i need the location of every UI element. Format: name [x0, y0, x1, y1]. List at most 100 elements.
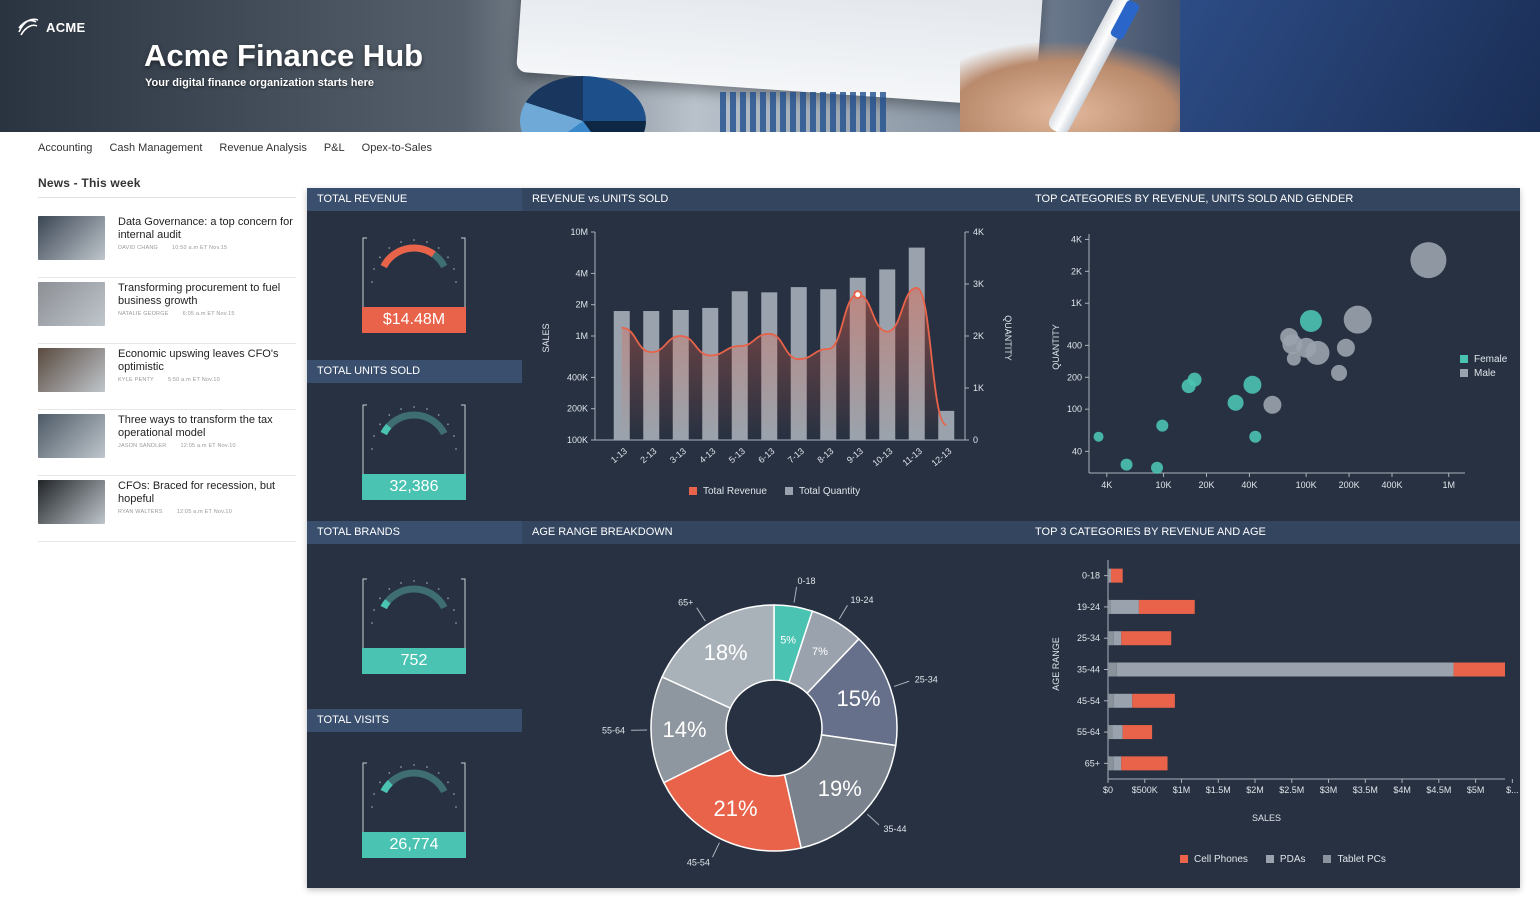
acme-logo[interactable]: ACME	[16, 16, 85, 38]
x-tick-label: 6-13	[756, 446, 776, 465]
legend-swatch	[1323, 855, 1332, 863]
y-tick-label: 45-54	[1077, 696, 1100, 706]
nav-item-pl[interactable]: P&L	[323, 142, 345, 154]
kpi-visits-header: TOTAL VISITS	[307, 709, 522, 732]
y-tick-label: 1M	[575, 331, 588, 341]
female-bubble	[1187, 372, 1202, 387]
legend-female[interactable]: Female	[1460, 354, 1507, 365]
news-headline[interactable]: Economic upswing leaves CFO's optimistic	[118, 348, 279, 373]
x-tick-label: $3M	[1320, 785, 1338, 795]
legend-tablet-pcs[interactable]: Tablet PCs	[1323, 854, 1386, 865]
revenue-units-chart: 10M 4M 2M 1M 400K 200K 100K 4K 3K 2K 1K 0 SALES QUANT…	[541, 227, 1013, 468]
legend-total-quantity[interactable]: Total Quantity	[784, 486, 861, 497]
nav-item-opex-to-sales[interactable]: Opex-to-Sales	[361, 142, 432, 154]
gauge-tick	[437, 414, 440, 416]
news-list: Data Governance: a top concern for inter…	[38, 212, 296, 542]
y-tick-label: 400K	[567, 372, 588, 382]
news-headline[interactable]: Data Governance: a top concern for inter…	[118, 216, 293, 241]
female-bubble	[1156, 419, 1169, 432]
female-bubble	[1151, 461, 1164, 474]
y2-tick-label: 1K	[973, 383, 984, 393]
x-tick-label: 4-13	[697, 446, 717, 465]
male-bubble	[1336, 338, 1355, 357]
news-thumbnail[interactable]	[38, 480, 105, 524]
news-item[interactable]: CFOs: Braced for recession, but hopeful R…	[38, 476, 296, 542]
news-time: 5:50 a.m ET Nov.10	[167, 377, 220, 383]
gauge-tick	[437, 588, 440, 590]
news-item[interactable]: Three ways to transform the tax operatio…	[38, 410, 296, 476]
gauge-tick	[373, 435, 375, 437]
legend-swatch	[1180, 855, 1188, 863]
y-axis-label: SALES	[541, 323, 551, 352]
news-thumbnail[interactable]	[38, 216, 105, 260]
slice-percent-label: 18%	[704, 640, 748, 665]
gauge-tick	[426, 408, 428, 410]
news-item[interactable]: Economic upswing leaves CFO's optimistic…	[38, 344, 296, 410]
news-item[interactable]: Transforming procurement to fuel busines…	[38, 278, 296, 344]
y-tick-label: 55-64	[1077, 727, 1100, 737]
kpi-brands-header: TOTAL BRANDS	[307, 521, 522, 544]
nav-item-cash-management[interactable]: Cash Management	[109, 142, 203, 154]
stacked-bar-segment	[1108, 756, 1114, 771]
slice-label: 45-54	[687, 858, 710, 868]
gauge-tick	[400, 241, 402, 243]
legend-male[interactable]: Male	[1460, 368, 1507, 379]
legend-cell-phones[interactable]: Cell Phones	[1180, 854, 1248, 865]
slice-percent-label: 21%	[714, 796, 758, 821]
top3-categories-header: TOP 3 CATEGORIES BY REVENUE AND AGE	[1025, 521, 1520, 544]
kpi-revenue-header: TOTAL REVENUE	[307, 188, 522, 211]
legend-swatch	[1460, 369, 1468, 377]
stacked-bar-segment	[1122, 725, 1153, 740]
stacked-bar-segment	[1453, 662, 1505, 677]
gauge-tick	[426, 241, 428, 243]
gauge-tick	[437, 247, 440, 249]
x-tick-label: 1-13	[609, 446, 629, 465]
slice-leader	[696, 607, 706, 622]
gauge-tick	[388, 588, 391, 590]
news-item[interactable]: Data Governance: a top concern for inter…	[38, 212, 296, 278]
nav-item-accounting[interactable]: Accounting	[38, 142, 93, 154]
legend-label: Tablet PCs	[1337, 854, 1386, 865]
news-headline[interactable]: Transforming procurement to fuel busines…	[118, 282, 281, 307]
news-thumbnail[interactable]	[38, 348, 105, 392]
y-tick-label: 1K	[1071, 298, 1082, 308]
news-thumbnail[interactable]	[38, 414, 105, 458]
gauge-frame	[362, 237, 466, 307]
legend-total-revenue[interactable]: Total Revenue	[689, 486, 767, 497]
gauge-tick	[455, 281, 457, 283]
gauge-tick	[373, 793, 375, 795]
news-author: DAVID CHANG	[118, 245, 158, 251]
nav-item-revenue-analysis[interactable]: Revenue Analysis	[219, 142, 307, 154]
x-tick-label: $1.5M	[1206, 785, 1231, 795]
news-headline[interactable]: Three ways to transform the tax operatio…	[118, 414, 273, 439]
gauge-tick	[453, 793, 455, 795]
x-tick-label: $500K	[1132, 785, 1158, 795]
gauge-tick	[426, 766, 428, 768]
kpi-revenue-gauge: $14.48M	[362, 234, 466, 333]
x-tick-label: 200K	[1339, 480, 1360, 490]
legend-label: Total Quantity	[798, 486, 861, 497]
legend-label: Male	[1474, 368, 1496, 379]
gauge-tick	[379, 256, 381, 259]
stacked-bar-segment	[1108, 599, 1111, 614]
gauge-fill	[380, 780, 393, 794]
news-text: Data Governance: a top concern for inter…	[118, 216, 296, 277]
page-subtitle: Your digital finance organization starts…	[145, 77, 375, 89]
gauge-tick	[373, 268, 375, 270]
x-tick-label: $5M	[1467, 785, 1485, 795]
gauge-track	[380, 769, 448, 794]
top-categories-header: TOP CATEGORIES BY REVENUE, UNITS SOLD AN…	[1025, 188, 1520, 211]
news-text: Economic upswing leaves CFO's optimistic…	[118, 348, 296, 409]
gauge-frame	[362, 404, 466, 474]
page-title: Acme Finance Hub	[144, 38, 424, 73]
gauge-tick	[388, 414, 391, 416]
legend-pdas[interactable]: PDAs	[1265, 854, 1305, 865]
stacked-bar-segment	[1108, 725, 1113, 740]
slice-leader	[838, 605, 848, 620]
stacked-bar-segment	[1108, 662, 1117, 677]
slice-label: 0-18	[798, 576, 816, 586]
gauge-track	[380, 585, 448, 610]
news-headline[interactable]: CFOs: Braced for recession, but hopeful	[118, 480, 276, 505]
news-thumbnail[interactable]	[38, 282, 105, 326]
kpi-value: 26,774	[362, 832, 466, 858]
